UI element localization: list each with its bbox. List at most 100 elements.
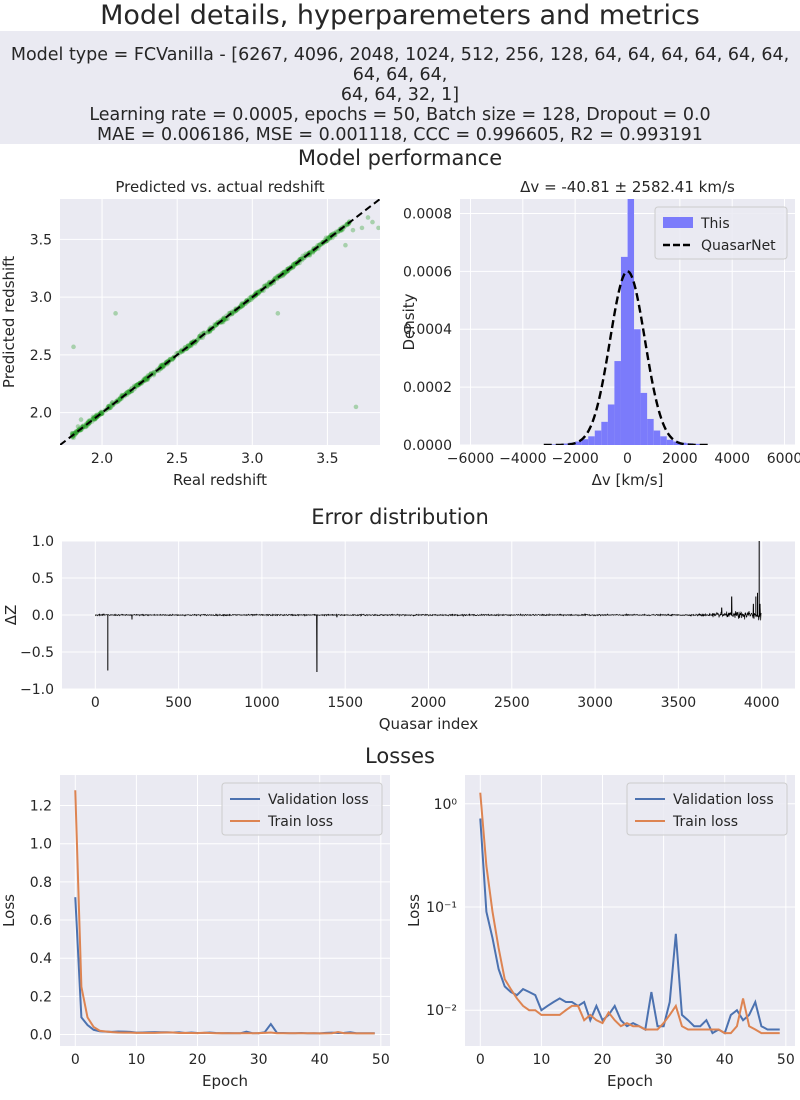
legend-label: This: [700, 216, 730, 232]
reference-line-y-equals-x: [60, 199, 380, 445]
hist-bar: [634, 329, 641, 445]
scatter-point: [343, 242, 348, 248]
scatter-point: [221, 316, 227, 322]
scatter-point: [159, 362, 165, 368]
scatter-point: [160, 362, 165, 368]
hist-bar: [562, 443, 569, 445]
hist-bar: [620, 256, 628, 445]
legend-label: QuasarNet: [701, 238, 776, 254]
loss_linear-ytick-label: 0.6: [30, 913, 52, 929]
scatter-point: [282, 269, 288, 275]
error-line: [94, 596, 762, 672]
legend-box: [221, 782, 383, 836]
scatter-point: [82, 424, 88, 429]
delta_v_hist-xtick-label: 4000: [714, 451, 750, 467]
error_distribution-ytick-label: −0.5: [20, 645, 54, 661]
scatter-point: [229, 309, 235, 315]
scatter-point: [133, 383, 139, 388]
legend-label: Train loss: [672, 814, 738, 830]
loss_linear-xtick-label: 0: [71, 1052, 80, 1068]
scatter-point: [248, 294, 253, 300]
scatter-point: [144, 377, 149, 383]
loss_log-xtick-label: 50: [777, 1052, 795, 1068]
scatter-point: [265, 283, 271, 289]
scatter-point: [117, 396, 123, 402]
error_distribution-xtick-label: 3500: [661, 695, 697, 711]
scatter-point: [292, 261, 297, 266]
error_distribution-xtick-label: 4000: [744, 695, 780, 711]
scatter-point: [160, 363, 166, 369]
scatter-point: [272, 275, 278, 281]
error_distribution-marks: [94, 541, 762, 672]
loss_log-ytick-label: 10⁻²: [426, 1003, 457, 1019]
hist-bar: [627, 199, 635, 445]
loss_linear-chart: 0 10 20 30 40 50 0.0 0.2 0.4 0.6 0.8 1.0 1.2 Epoch Los…: [0, 775, 390, 1090]
page-title: Model details, hyperparemeters and metri…: [100, 0, 700, 31]
loss_log-xtick-label: 40: [716, 1052, 734, 1068]
scatter-point: [290, 262, 296, 268]
scatter-point: [178, 348, 184, 354]
loss_linear-xtick-label: 30: [250, 1052, 268, 1068]
legend-label: Validation loss: [673, 792, 774, 808]
scatter-point: [151, 369, 157, 375]
scatter-point: [195, 336, 201, 342]
scatter-point: [264, 282, 270, 287]
delta_v_hist-ytick-label: 0.0006: [403, 264, 452, 280]
pred_vs_actual-ytick-label: 3.5: [30, 232, 52, 248]
hist-bar: [594, 430, 602, 445]
scatter-point: [282, 271, 288, 276]
pred_vs_actual-xtick-label: 3.5: [316, 451, 338, 467]
model-info-box: Model type = FCVanilla - [6267, 4096, 20…: [0, 31, 800, 145]
error_distribution-xtick-label: 2500: [494, 695, 530, 711]
section-title-performance: Model performance: [297, 146, 503, 170]
delta_v_hist-xtick-label: −2000: [551, 451, 598, 467]
scatter-point: [142, 375, 148, 381]
scatter-point: [151, 371, 157, 377]
train-loss-line: [479, 792, 780, 1035]
error_distribution-xtick-label: 500: [165, 695, 192, 711]
hist-bar: [601, 421, 608, 445]
scatter-point: [99, 410, 104, 416]
scatter-point: [91, 415, 97, 421]
loss_log-xtick-label: 30: [655, 1052, 673, 1068]
error_distribution-ytick-label: 1.0: [32, 534, 54, 550]
hist-bar: [640, 392, 648, 445]
hist-bar: [548, 444, 556, 445]
hist-bar: [673, 441, 680, 445]
error_distribution-ytick-label: −1.0: [20, 682, 54, 698]
section-title-losses: Losses: [365, 744, 435, 768]
scatter-point: [299, 257, 305, 263]
delta_v_hist-xtick-label: 6000: [767, 451, 800, 467]
loss_linear-ytick-label: 0.8: [30, 875, 52, 891]
scatter-point: [212, 322, 217, 327]
scatter-point: [239, 302, 244, 307]
delta_v_hist-ylabel: Density: [400, 293, 418, 350]
pred_vs_actual-xlabel: Real redshift: [173, 471, 267, 489]
loss_linear-xtick-label: 10: [127, 1052, 145, 1068]
scatter-point: [160, 362, 166, 367]
scatter-point: [238, 304, 244, 310]
scatter-point: [187, 343, 192, 349]
pred_vs_actual-ytick-label: 2.5: [30, 348, 52, 364]
scatter-point: [73, 430, 79, 435]
scatter-point: [72, 430, 78, 435]
scatter-point: [99, 411, 105, 417]
scatter-point: [325, 235, 331, 240]
scatter-point: [221, 315, 226, 321]
gaussian-curve: [543, 270, 712, 445]
scatter-point: [213, 323, 218, 328]
hist-bar: [647, 418, 654, 445]
scatter-point: [376, 225, 380, 231]
scatter-point: [275, 311, 281, 316]
scatter-point: [230, 311, 235, 317]
loss_linear-ytick-label: 1.0: [30, 837, 52, 853]
scatter-point: [169, 357, 175, 363]
scatter-point: [71, 344, 76, 350]
scatter-point: [264, 282, 270, 288]
hist-bar: [588, 436, 595, 445]
section-title-error: Error distribution: [311, 505, 489, 529]
scatter-point: [213, 322, 218, 328]
delta_v_hist-marks: [543, 199, 712, 445]
hist-bar: [692, 443, 700, 445]
scatter-point: [134, 383, 140, 389]
